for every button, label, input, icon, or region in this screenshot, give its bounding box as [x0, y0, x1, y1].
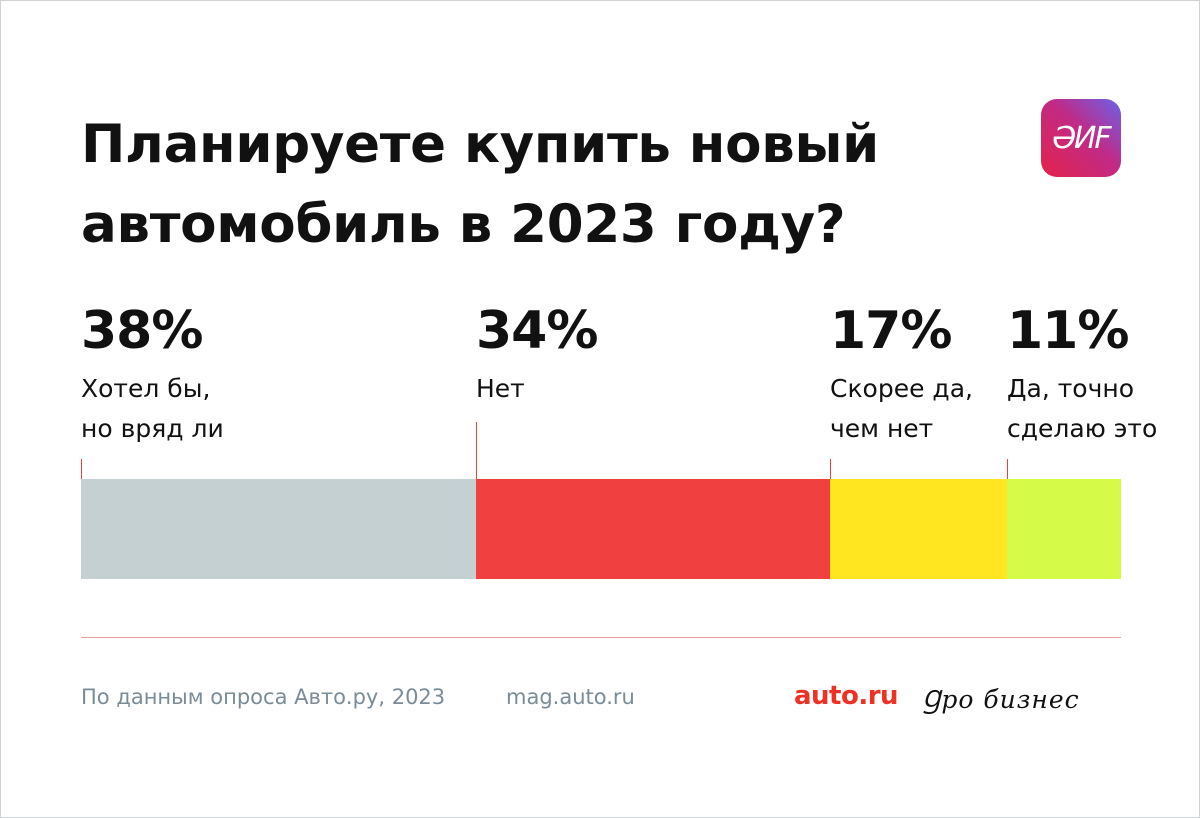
tick-hotel-by: [81, 459, 82, 479]
stat-category-line: Да, точно: [1007, 374, 1135, 403]
stat-da-tochno: 11% Да, точно сделаю это: [1007, 301, 1157, 449]
aif-logo: ƏИF: [1041, 99, 1121, 177]
stat-category-line: Скорее да,: [830, 374, 973, 403]
auto-ru-logo: auto.ru: [794, 681, 899, 711]
stat-category-line: чем нет: [830, 414, 934, 443]
stat-value-label: 17%: [830, 301, 952, 361]
stat-category-line: но вряд ли: [81, 414, 224, 443]
stat-value-label: 11%: [1007, 301, 1129, 361]
source-note: По данным опроса Авто.ру, 2023: [81, 685, 446, 709]
stat-category-line: Хотел бы,: [81, 374, 211, 403]
bar-segment-hotel-by: [81, 479, 476, 579]
stat-category-label: Хотел бы, но вряд ли: [81, 369, 224, 449]
stat-value-label: 38%: [81, 301, 203, 361]
stat-category-line: сделаю это: [1007, 414, 1158, 443]
stat-category-line: Нет: [476, 374, 525, 403]
stat-category-label: Скорее да, чем нет: [830, 369, 973, 449]
aif-logo-mark: ƏИF: [1052, 120, 1111, 156]
tick-net: [476, 422, 477, 479]
tick-da-tochno: [1007, 459, 1008, 479]
chart-title: Планируете купить новый автомобиль в 202…: [81, 114, 879, 255]
tick-skoree-da: [830, 459, 831, 479]
stat-value-label: 34%: [476, 301, 598, 361]
stat-category-label: Да, точно сделаю это: [1007, 369, 1157, 449]
stat-net: 34% Нет: [476, 301, 598, 409]
stat-category-label: Нет: [476, 369, 597, 409]
footer-divider: [81, 637, 1121, 638]
source-site: mag.auto.ru: [506, 685, 635, 709]
bar-segment-skoree-da: [830, 479, 1007, 579]
bar-segment-net: [476, 479, 830, 579]
stat-skoree-da: 17% Скорее да, чем нет: [830, 301, 973, 449]
stat-hotel-by: 38% Хотел бы, но вряд ли: [81, 301, 224, 449]
bar-segment-da-tochno: [1007, 479, 1121, 579]
pro-biznes-logo: Ɡро бизнес: [922, 685, 1080, 714]
